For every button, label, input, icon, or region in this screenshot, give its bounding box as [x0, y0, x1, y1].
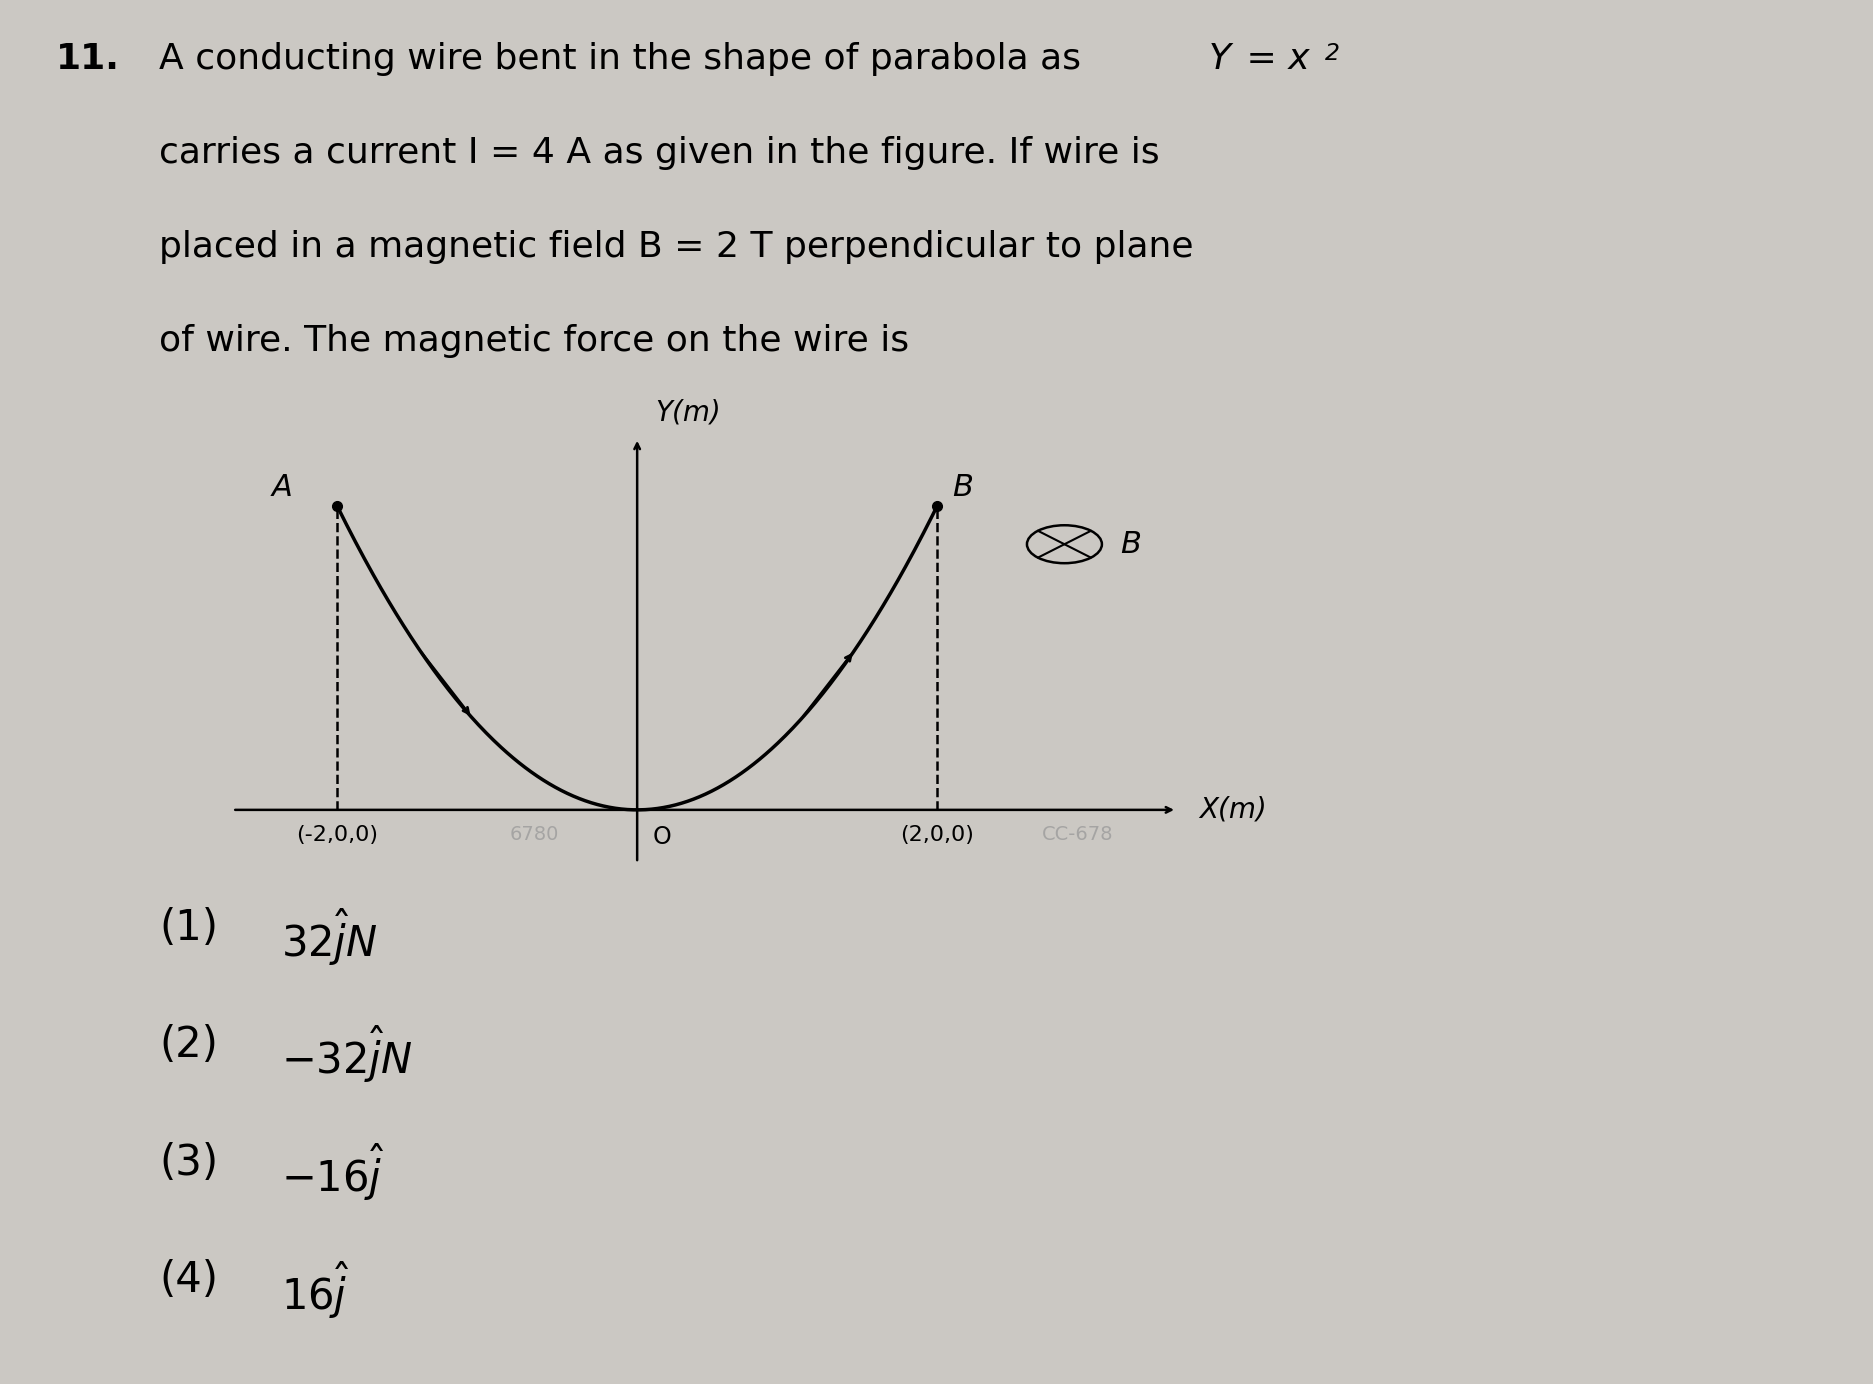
Text: (-2,0,0): (-2,0,0) — [296, 825, 378, 846]
Text: O: O — [652, 825, 671, 848]
Text: (4): (4) — [159, 1259, 217, 1301]
Text: CC-678: CC-678 — [1041, 825, 1113, 844]
Text: (2): (2) — [159, 1024, 217, 1066]
Text: X(m): X(m) — [1199, 796, 1266, 823]
Text: $-32\hat{j}N$: $-32\hat{j}N$ — [281, 1024, 412, 1085]
Text: placed in a magnetic field B = 2 T perpendicular to plane: placed in a magnetic field B = 2 T perpe… — [159, 230, 1193, 264]
Text: (1): (1) — [159, 907, 217, 948]
Text: A: A — [272, 473, 292, 502]
Text: (3): (3) — [159, 1142, 219, 1183]
Text: A conducting wire bent in the shape of parabola as: A conducting wire bent in the shape of p… — [159, 42, 1092, 76]
Text: 2: 2 — [1324, 42, 1339, 65]
Text: = x: = x — [1234, 42, 1309, 76]
Text: carries a current I = 4 A as given in the figure. If wire is: carries a current I = 4 A as given in th… — [159, 136, 1159, 170]
Text: $-16\hat{j}$: $-16\hat{j}$ — [281, 1142, 384, 1203]
Text: Y(m): Y(m) — [656, 399, 721, 426]
Text: $32\hat{j}N$: $32\hat{j}N$ — [281, 907, 378, 967]
Text: of wire. The magnetic force on the wire is: of wire. The magnetic force on the wire … — [159, 324, 908, 358]
Text: $16\hat{j}$: $16\hat{j}$ — [281, 1259, 350, 1320]
Text: 11.: 11. — [56, 42, 120, 76]
Text: Y: Y — [1208, 42, 1231, 76]
Text: B: B — [951, 473, 972, 502]
Text: (2,0,0): (2,0,0) — [899, 825, 974, 846]
Text: B: B — [1120, 530, 1141, 559]
Text: 6780: 6780 — [509, 825, 558, 844]
